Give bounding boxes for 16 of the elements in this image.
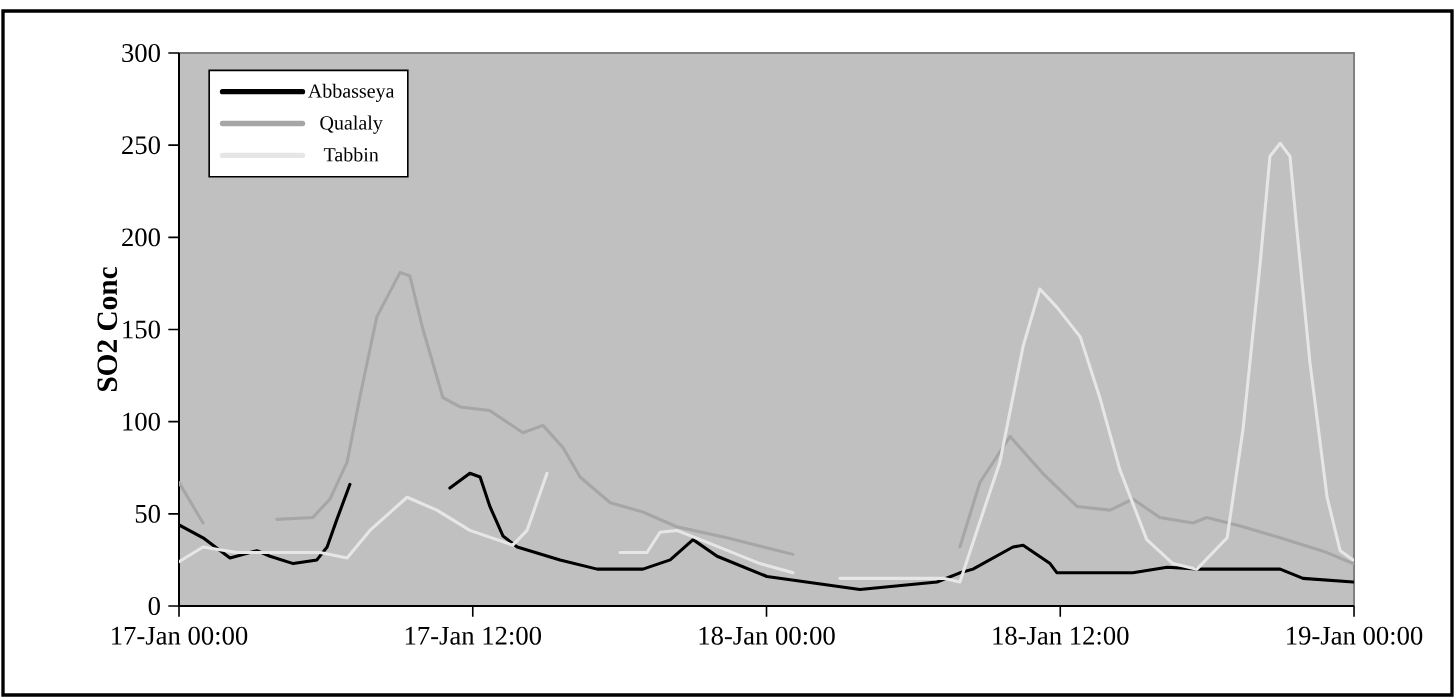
x-tick-label: 18-Jan 12:00 <box>993 626 1129 645</box>
y-tick-label: 200 <box>122 228 160 247</box>
y-tick-label: 50 <box>135 504 160 523</box>
y-tick-label: 300 <box>122 44 160 62</box>
y-tick-label: 0 <box>148 597 160 615</box>
x-tick-label: 17-Jan 00:00 <box>112 626 248 645</box>
x-tick-label: 17-Jan 12:00 <box>405 626 541 645</box>
y-tick-label: 100 <box>123 412 160 431</box>
y-tick-label: 250 <box>122 136 160 155</box>
legend-label: Qualaly <box>320 115 383 134</box>
legend-label: Tabbin <box>323 147 379 162</box>
legend-label: Abbasseya <box>308 83 395 102</box>
x-tick-label: 19-Jan 00:00 <box>1287 626 1423 645</box>
y-axis-title: SO2 Conc <box>97 267 118 392</box>
x-tick-label: 18-Jan 00:00 <box>699 626 835 645</box>
y-tick-label: 150 <box>123 320 160 339</box>
